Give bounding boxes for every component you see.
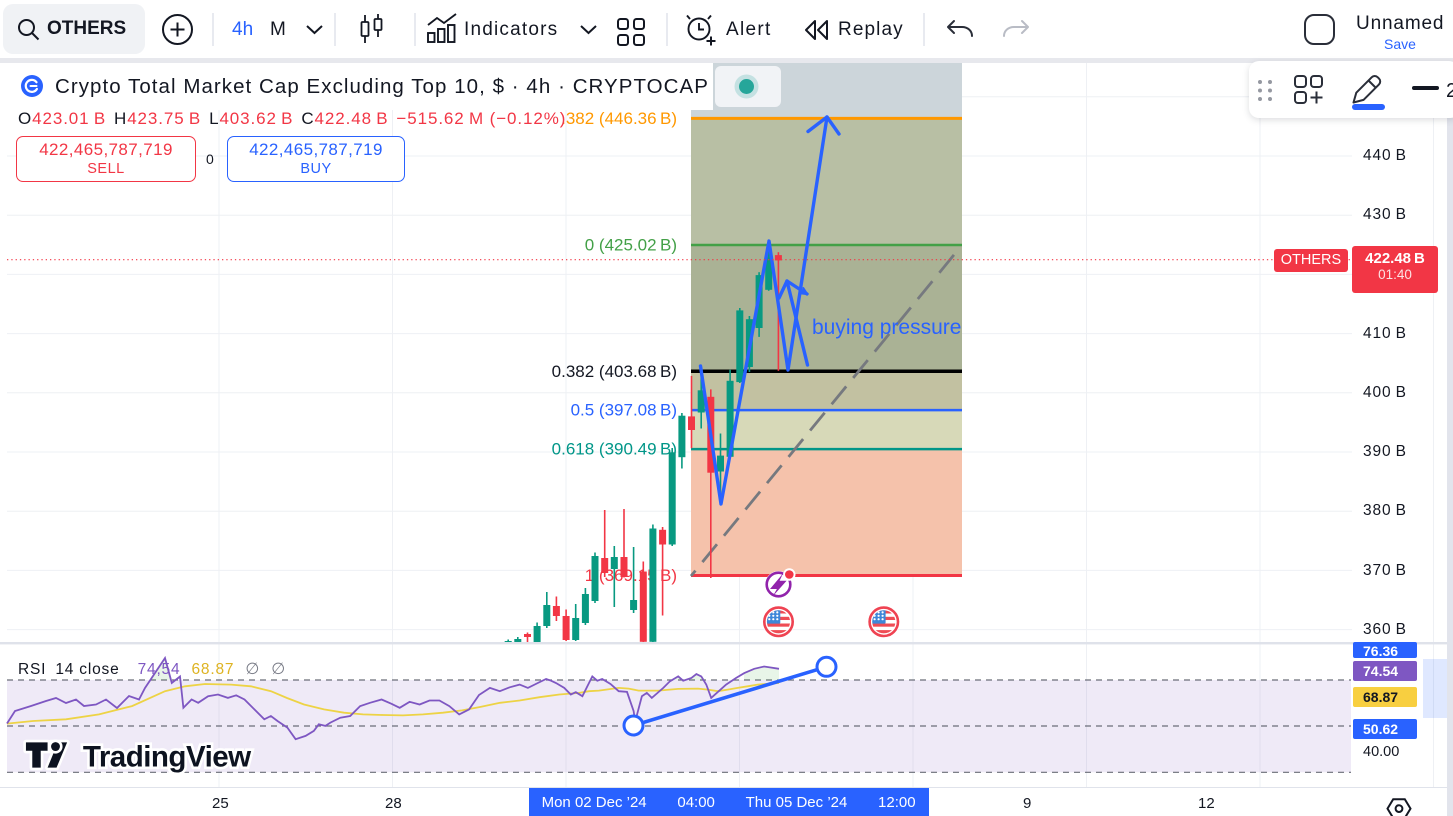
svg-text:0 (425.02 B): 0 (425.02 B) [585, 236, 677, 255]
svg-text:TradingView: TradingView [83, 741, 252, 774]
svg-text:.382 (446.36 B): .382 (446.36 B) [561, 109, 677, 128]
svg-text:0.618 (390.49 B): 0.618 (390.49 B) [552, 440, 677, 459]
svg-text:0.382 (403.68 B): 0.382 (403.68 B) [552, 362, 677, 381]
svg-text:2: 2 [1446, 80, 1453, 102]
svg-text:0.5 (397.08 B): 0.5 (397.08 B) [571, 401, 677, 420]
